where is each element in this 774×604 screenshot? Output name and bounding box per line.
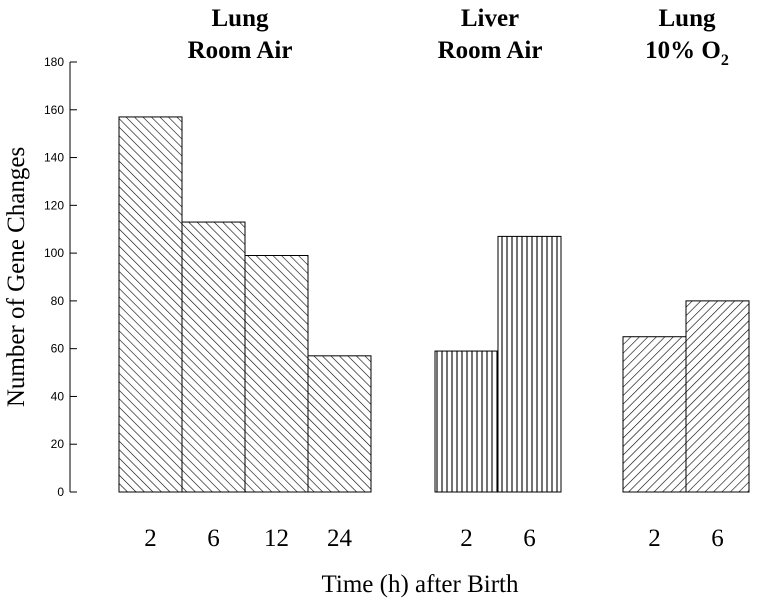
y-tick-label: 20 xyxy=(51,437,65,451)
x-category-label: 6 xyxy=(711,525,724,552)
group-title-subscript: 2 xyxy=(721,52,729,69)
x-axis-title: Time (h) after Birth xyxy=(322,571,519,598)
y-tick-label: 80 xyxy=(51,294,65,308)
bar xyxy=(497,235,562,493)
group-title-line2-text: Room Air xyxy=(188,37,293,64)
x-category-label: 12 xyxy=(264,525,289,552)
y-axis-title: Number of Gene Changes xyxy=(3,147,30,407)
bar xyxy=(181,221,246,493)
group-title-line1: Lung xyxy=(212,5,269,32)
group-title-line2: Room Air xyxy=(188,37,293,64)
bar xyxy=(244,255,309,493)
bars xyxy=(118,116,750,493)
y-tick-label: 120 xyxy=(44,198,64,212)
y-tick-label: 100 xyxy=(44,246,64,260)
group-title-line1: Liver xyxy=(461,5,519,32)
y-tick-label: 0 xyxy=(57,485,64,499)
bar xyxy=(622,336,687,493)
bar xyxy=(307,355,372,493)
group-title-line2: 10% O2 xyxy=(645,37,729,69)
group-title-line1: Lung xyxy=(659,5,716,32)
x-category-label: 6 xyxy=(523,525,536,552)
category-labels: 2 6 12 24 2 6 2 6 xyxy=(144,525,724,552)
group-titles: Lung Room Air Liver Room Air Lung 10% O2 xyxy=(188,5,729,69)
y-axis-ticks: 0 20 40 60 80 100 120 140 160 180 xyxy=(44,55,77,499)
y-tick-label: 40 xyxy=(51,389,65,403)
bar xyxy=(118,116,183,493)
y-tick-label: 180 xyxy=(44,55,64,69)
group-title-line2-text: 10% O xyxy=(645,37,721,64)
y-tick-label: 160 xyxy=(44,103,64,117)
x-category-label: 2 xyxy=(460,525,473,552)
group-title-line2-text: Room Air xyxy=(438,37,543,64)
group-title-line2: Room Air xyxy=(438,37,543,64)
y-tick-label: 60 xyxy=(51,342,65,356)
x-category-label: 2 xyxy=(648,525,661,552)
x-category-label: 2 xyxy=(144,525,157,552)
x-category-label: 6 xyxy=(207,525,220,552)
bar xyxy=(434,350,499,493)
y-tick-label: 140 xyxy=(44,151,64,165)
bar xyxy=(685,300,750,493)
x-category-label: 24 xyxy=(327,525,353,552)
